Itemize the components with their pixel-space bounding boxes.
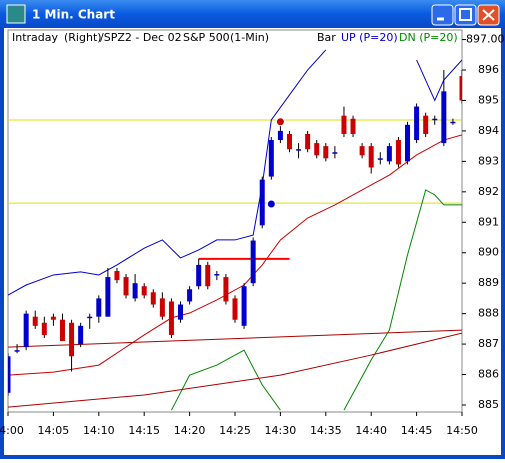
- y-tick-label: 885: [478, 398, 499, 411]
- candle-body: [232, 298, 238, 320]
- y-tick-label: 894: [478, 124, 499, 137]
- x-tick-label: 14:15: [128, 424, 160, 437]
- title-bar: [0, 0, 505, 28]
- candle-body: [69, 322, 75, 357]
- maximize-icon: [459, 8, 472, 21]
- candle-body: [250, 240, 256, 284]
- legend-entry: UP (P=20): [341, 31, 398, 44]
- candle-body: [214, 274, 220, 276]
- x-tick-label: 14:00: [0, 424, 24, 437]
- candle-body: [223, 277, 229, 302]
- candle-body: [14, 350, 20, 352]
- candle-body: [187, 289, 193, 302]
- header-text: S&P 500: [183, 31, 230, 44]
- y-tick-label: 888: [478, 307, 499, 320]
- candle-body: [414, 106, 420, 141]
- candle-body: [114, 270, 120, 281]
- x-tick-label: 14:05: [38, 424, 70, 437]
- indicator-line: [170, 189, 462, 411]
- y-tick-label: 886: [478, 368, 499, 381]
- candle-body: [395, 140, 401, 165]
- candle-body: [23, 313, 29, 348]
- indicator-line: [8, 329, 462, 348]
- candle-body: [96, 298, 102, 317]
- x-tick-label: 14:25: [219, 424, 251, 437]
- candle-body: [168, 301, 174, 335]
- window-icon: [6, 4, 26, 24]
- window-title: 1 Min. Chart: [32, 8, 115, 22]
- candle-body: [450, 121, 456, 124]
- close-icon: [482, 9, 495, 21]
- candle-body: [241, 286, 247, 326]
- y-tick-label: 895: [478, 93, 499, 106]
- candle-body: [305, 133, 311, 150]
- legend-entry: DN (P=20): [399, 31, 458, 44]
- candle-body: [368, 146, 374, 168]
- candle-body: [8, 356, 11, 393]
- x-tick-label: 14:40: [355, 424, 387, 437]
- candle-body: [196, 264, 202, 287]
- candle-body: [341, 115, 347, 134]
- y-tick-label: 891: [478, 215, 499, 228]
- indicator-line: [8, 332, 462, 408]
- x-tick-label: 14:10: [83, 424, 115, 437]
- candle-body: [105, 277, 111, 317]
- candle-body: [32, 316, 38, 326]
- candle-body: [78, 325, 84, 345]
- candle-body: [259, 179, 265, 226]
- y-tick-label: 893: [478, 154, 499, 167]
- candle-body: [132, 283, 138, 299]
- candle-body: [286, 133, 292, 150]
- candle-body: [159, 298, 165, 317]
- candle-body: [277, 130, 283, 141]
- candle-body: [432, 118, 438, 121]
- candle-body: [323, 146, 329, 159]
- candle-body: [123, 277, 129, 296]
- y-tick-label: 889: [478, 276, 499, 289]
- candle-body: [205, 264, 211, 287]
- candle-body: [87, 316, 93, 319]
- candle-body: [59, 319, 65, 342]
- candle-body: [386, 146, 392, 162]
- candle-body: [296, 149, 302, 151]
- candle-body: [141, 286, 147, 296]
- header-text: /SPZ2 - Dec 02: [100, 31, 182, 44]
- candle-body: [350, 118, 356, 134]
- candle-body: [268, 140, 274, 177]
- indicator-line: [8, 49, 462, 296]
- plot-area: [8, 49, 462, 411]
- header-text: Bar: [317, 31, 336, 44]
- y-tick-label: 890: [478, 246, 499, 259]
- indicator-line: [8, 134, 462, 376]
- candle-body: [178, 304, 184, 320]
- candle-body: [423, 115, 429, 134]
- x-tick-label: 14:20: [174, 424, 206, 437]
- candle-body: [359, 146, 365, 156]
- signal-marker: [266, 199, 276, 209]
- candle-body: [332, 152, 338, 154]
- y-tick-label: 897.00: [466, 33, 505, 46]
- x-tick-label: 14:35: [310, 424, 342, 437]
- candle-body: [405, 124, 411, 162]
- candle-body: [314, 143, 320, 156]
- candle-body: [459, 76, 462, 101]
- candle-body: [150, 292, 156, 305]
- candle-body: [50, 316, 56, 320]
- y-tick-label: 892: [478, 185, 499, 198]
- candle-body: [377, 158, 383, 160]
- candle-body: [41, 322, 47, 335]
- x-tick-label: 14:45: [401, 424, 433, 437]
- signal-marker: [275, 117, 285, 127]
- header-text: (1-Min): [230, 31, 269, 44]
- header-text: Intraday: [12, 31, 59, 44]
- minimize-button[interactable]: [431, 4, 454, 26]
- candle-body: [441, 91, 447, 144]
- y-tick-label: 887: [478, 337, 499, 350]
- y-tick-label: 896: [478, 63, 499, 76]
- x-tick-label: 14:30: [265, 424, 297, 437]
- header-text: (Right): [64, 31, 102, 44]
- x-tick-label: 14:50: [446, 424, 478, 437]
